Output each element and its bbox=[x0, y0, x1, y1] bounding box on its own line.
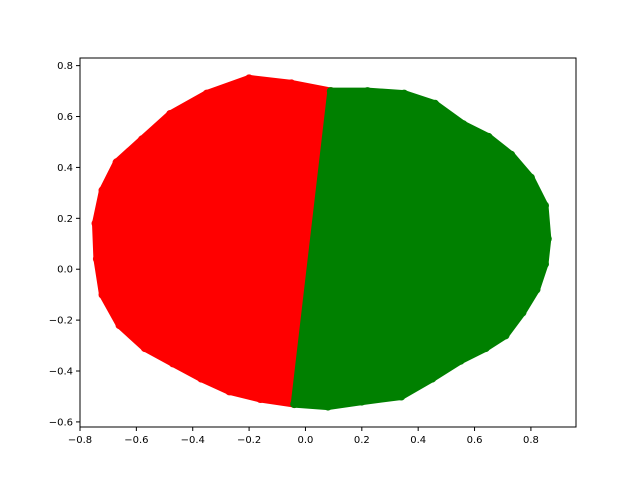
y-tick-label: −0.4 bbox=[49, 367, 73, 378]
scatter-point bbox=[98, 186, 107, 195]
scatter-point bbox=[197, 374, 206, 383]
y-tick-label: −0.6 bbox=[49, 417, 73, 428]
axes-frame bbox=[79, 57, 577, 428]
scatter-point bbox=[202, 89, 211, 98]
x-tick-label: −0.4 bbox=[181, 435, 205, 446]
scatter-point bbox=[256, 395, 265, 403]
y-tick-label: 0.8 bbox=[57, 61, 73, 72]
scatter-point bbox=[431, 99, 440, 108]
scatter-point bbox=[501, 331, 510, 340]
scatter-point bbox=[290, 400, 299, 409]
scatter-point bbox=[397, 392, 406, 401]
scatter-point bbox=[518, 308, 527, 317]
x-tick-label: 0.6 bbox=[467, 435, 483, 446]
scatter-point bbox=[92, 255, 101, 263]
scatter-point bbox=[456, 356, 465, 365]
x-tick-label: 0.2 bbox=[354, 435, 370, 446]
y-tick-label: 0.2 bbox=[57, 214, 73, 225]
scatter-series-1 bbox=[290, 87, 552, 411]
scatter-point bbox=[507, 150, 516, 159]
scatter-point bbox=[526, 173, 535, 182]
scatter-point bbox=[428, 374, 437, 383]
scatter-point bbox=[138, 135, 146, 144]
scatter-point bbox=[541, 201, 549, 210]
scatter-point bbox=[166, 110, 175, 118]
scatter-point bbox=[98, 290, 107, 299]
scatter-point bbox=[400, 89, 409, 98]
scatter-point bbox=[484, 132, 493, 141]
scatter-point bbox=[543, 234, 552, 243]
scatter-point bbox=[140, 344, 149, 353]
x-tick-label: −0.2 bbox=[237, 435, 261, 446]
scatter-series-0 bbox=[91, 74, 335, 409]
x-tick-label: 0.4 bbox=[410, 435, 426, 446]
scatter-point bbox=[115, 321, 124, 330]
scatter-point bbox=[481, 344, 490, 353]
scatter-point bbox=[357, 397, 366, 406]
y-axis: −0.6 −0.4 −0.2 0.0 0.2 0.4 0.6 0.8 bbox=[49, 61, 80, 428]
scatter-point bbox=[363, 87, 372, 96]
scatter-point bbox=[287, 79, 296, 88]
x-tick-label: −0.6 bbox=[124, 435, 148, 446]
scatter-point bbox=[324, 402, 332, 411]
scatter-point bbox=[459, 120, 468, 129]
scatter-point bbox=[532, 285, 541, 294]
scatter-point bbox=[326, 87, 335, 96]
y-tick-label: 0.6 bbox=[57, 112, 73, 123]
plot-area bbox=[91, 74, 552, 411]
scatter-point bbox=[169, 359, 177, 368]
scatter-cloud-1 bbox=[290, 87, 552, 411]
x-tick-label: 0.0 bbox=[298, 435, 314, 446]
y-tick-label: −0.2 bbox=[49, 316, 73, 327]
scatter-point bbox=[245, 74, 254, 83]
scatter-point bbox=[91, 219, 100, 228]
scatter-point bbox=[112, 158, 121, 167]
y-tick-label: 0.0 bbox=[57, 265, 73, 276]
x-axis: −0.8 −0.6 −0.4 −0.2 0.0 0.2 0.4 0.6 0.8 bbox=[68, 427, 539, 446]
y-tick-label: 0.4 bbox=[57, 163, 73, 174]
x-tick-label: −0.8 bbox=[68, 435, 92, 446]
x-tick-label: 0.8 bbox=[523, 435, 539, 446]
scatter-point bbox=[541, 260, 549, 269]
scatter-point bbox=[225, 387, 234, 396]
scatter-cloud-0 bbox=[92, 74, 335, 408]
